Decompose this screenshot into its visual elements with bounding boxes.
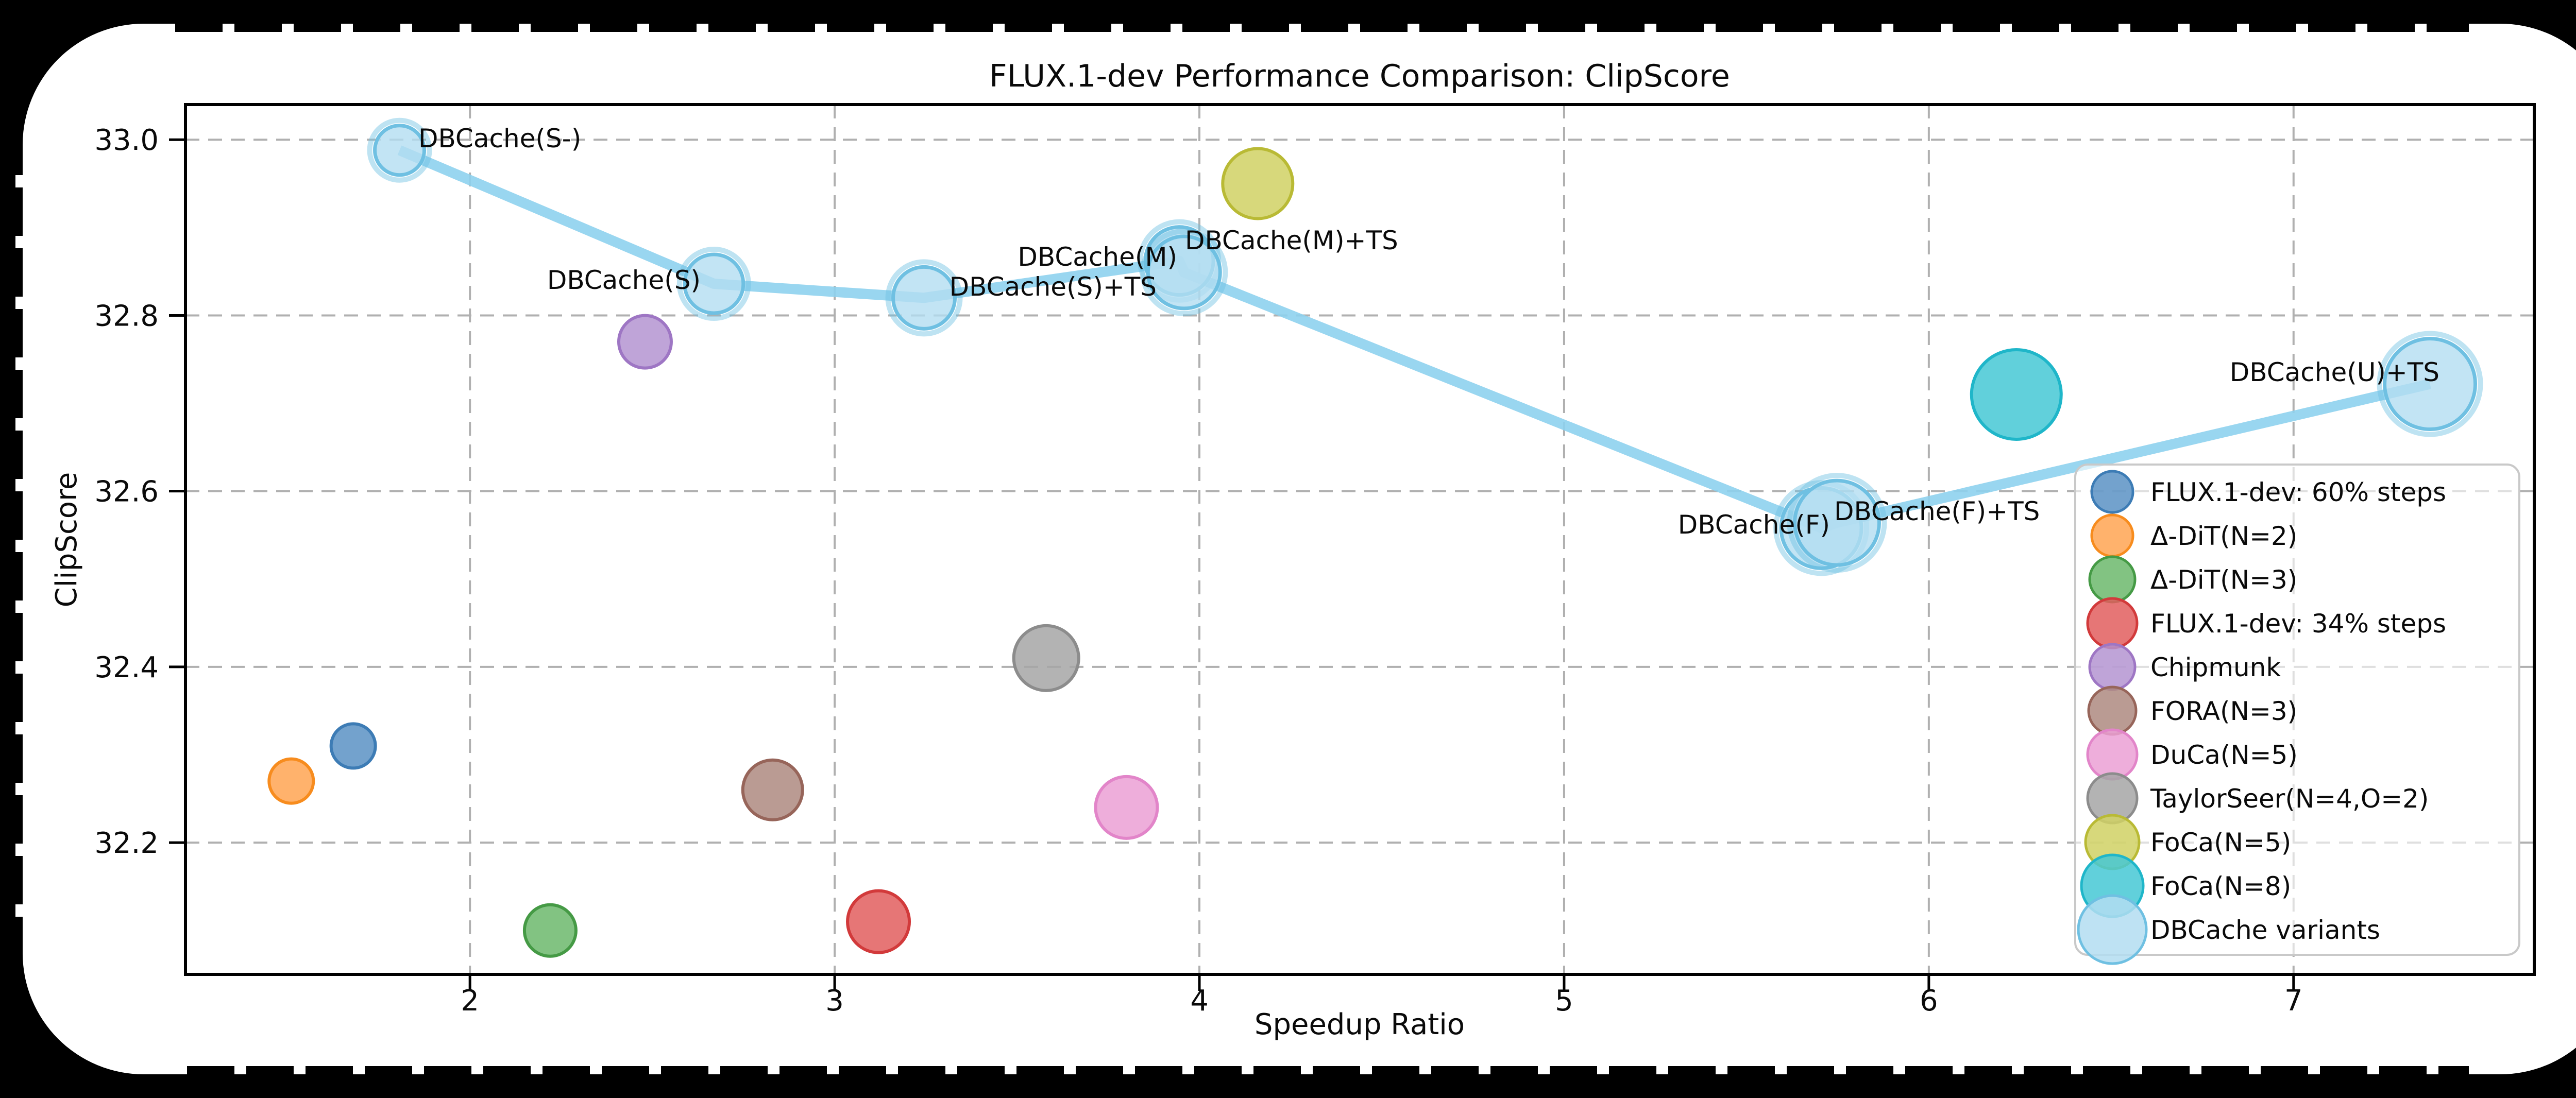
dbcache-point-halo [367, 117, 432, 183]
annotation-dbcache-m-ts: DBCache(M)+TS [1185, 226, 1398, 255]
axis-ticks: 2 3 4 5 6 7 33.0 32.8 32.6 32.4 32.2 [94, 124, 2302, 1018]
legend-entry-10: DBCache variants [2077, 894, 2380, 965]
x-axis-label: Speedup Ratio [1255, 1008, 1465, 1041]
legend-marker-10 [2077, 894, 2148, 965]
annotation-dbcache-f-: DBCache(F) [1678, 510, 1830, 540]
scatter-point--dit-n-3- [522, 903, 578, 958]
x-tick-label: 4 [1190, 984, 1209, 1018]
x-tick-label: 2 [461, 984, 479, 1018]
annotation-dbcache-f-ts: DBCache(F)+TS [1834, 496, 2040, 526]
legend-entry-6: DuCa(N=5) [2086, 728, 2298, 781]
x-tick-label: 6 [1920, 984, 1938, 1018]
scatter-point--dit-n-2- [267, 757, 315, 805]
legend-marker-1 [2090, 513, 2134, 558]
scatter-point-chipmunk [617, 314, 673, 370]
legend-label-7: TaylorSeer(N=4,O=2) [2150, 784, 2429, 814]
legend-entry-3: FLUX.1-dev: 34% steps [2086, 597, 2446, 649]
legend-entry-0: FLUX.1-dev: 60% steps [2090, 470, 2446, 514]
dbcache-point-dbcache-s- [373, 124, 427, 177]
y-tick-label: 32.8 [94, 299, 159, 333]
annotation-dbcache-s-: DBCache(S-) [418, 124, 581, 153]
dbcache-point-halo [885, 259, 963, 337]
legend-label-10: DBCache variants [2150, 915, 2380, 945]
legend-label-5: FORA(N=3) [2150, 696, 2297, 726]
legend-label-2: Δ-DiT(N=3) [2150, 565, 2297, 595]
legend-label-3: FLUX.1-dev: 34% steps [2150, 609, 2446, 639]
x-tick-label: 5 [1555, 984, 1573, 1018]
point-annotations: DBCache(S-)DBCache(S) DBCache(S)+TSDBCach… [418, 124, 2439, 540]
legend-entry-7: TaylorSeer(N=4,O=2) [2086, 772, 2429, 825]
legend-marker-3 [2086, 597, 2139, 649]
legend-marker-0 [2090, 470, 2134, 514]
y-tick-label: 32.4 [94, 651, 159, 684]
legend-entry-5: FORA(N=3) [2087, 685, 2297, 736]
dbcache-point-dbcache-m-ts [1146, 234, 1222, 311]
legend-entry-1: Δ-DiT(N=2) [2090, 513, 2297, 558]
legend-label-6: DuCa(N=5) [2150, 740, 2298, 770]
legend-entry-2: Δ-DiT(N=3) [2088, 555, 2297, 604]
legend-box [2074, 464, 2520, 956]
x-tick-label: 7 [2284, 984, 2303, 1018]
chart-title: FLUX.1-dev Performance Comparison: ClipS… [989, 58, 1730, 94]
annotation-dbcache-s-: DBCache(S) [547, 265, 701, 295]
y-tick-label: 32.2 [94, 827, 159, 860]
legend-marker-2 [2088, 555, 2137, 604]
series-layer [267, 117, 2483, 958]
legend-label-1: Δ-DiT(N=2) [2150, 521, 2297, 551]
dbcache-point-halo [1140, 228, 1228, 316]
dbcache-point-halo [676, 247, 751, 321]
dbcache-point-dbcache-f-ts [1792, 478, 1881, 567]
annotation-dbcache-m-: DBCache(M) [1018, 242, 1177, 272]
plot-border [184, 103, 2536, 976]
legend-label-8: FoCa(N=5) [2150, 828, 2291, 857]
legend-marker-4 [2088, 643, 2137, 691]
legend: FLUX.1-dev: 60% steps Δ-DiT(N=2) Δ-DiT(N=3… [2074, 464, 2520, 965]
legend-label-0: FLUX.1-dev: 60% steps [2150, 477, 2446, 507]
legend-marker-5 [2087, 685, 2138, 736]
scatter-point-fora-n-3- [741, 758, 804, 821]
dbcache-point-dbcache-s- [683, 252, 745, 315]
x-tick-label: 3 [825, 984, 844, 1018]
annotation-dbcache-s-ts: DBCache(S)+TS [950, 272, 1157, 302]
card-edge-perforation-bottom [175, 1066, 2469, 1074]
card-edge-perforation-left [15, 175, 23, 923]
dbcache-point-halo [1787, 473, 1887, 573]
card-edge-perforation-top [175, 24, 2469, 32]
scatter-point-foca-n-8- [1970, 348, 2063, 441]
y-tick-label: 32.6 [94, 475, 159, 509]
legend-label-9: FoCa(N=8) [2150, 871, 2291, 901]
dbcache-point-dbcache-u-ts [2383, 337, 2478, 432]
annotation-dbcache-u-ts: DBCache(U)+TS [2230, 357, 2439, 387]
legend-entry-8: FoCa(N=5) [2084, 814, 2291, 870]
scatter-point-foca-n-5- [1221, 147, 1295, 220]
y-axis-label: ClipScore [50, 472, 83, 608]
dbcache-point-halo [2377, 331, 2483, 437]
dbcache-point-dbcache-s-ts [891, 265, 957, 331]
scatter-point-taylorseer-n-4-o-2- [1012, 624, 1080, 692]
scatter-point-duca-n-5- [1094, 775, 1159, 840]
scatter-point-flux-1-dev-60-steps [329, 722, 377, 770]
legend-marker-6 [2086, 728, 2139, 781]
y-tick-label: 33.0 [94, 124, 159, 157]
legend-label-4: Chipmunk [2150, 653, 2281, 682]
scatter-point-flux-1-dev-34-steps [846, 889, 911, 954]
